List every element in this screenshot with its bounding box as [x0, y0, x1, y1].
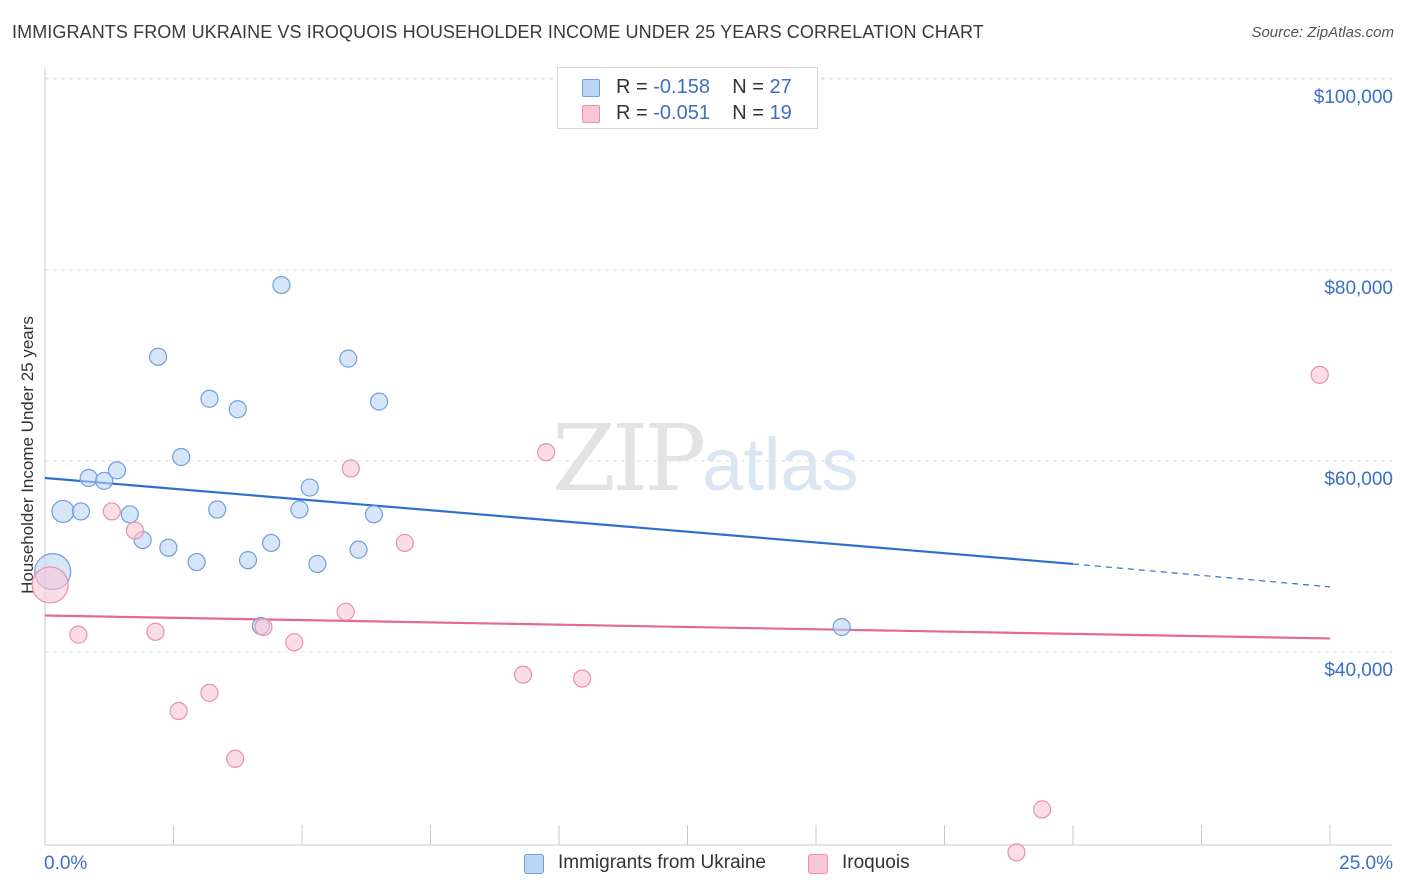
- point-ukraine-17: [262, 533, 281, 553]
- point-iroquois-6: [200, 683, 219, 702]
- point-iroquois-2: [102, 502, 121, 521]
- r-value: -0.051: [653, 102, 710, 124]
- point-iroquois-3: [125, 521, 145, 540]
- point-ukraine-1: [51, 499, 75, 524]
- point-ukraine-24: [364, 505, 384, 524]
- point-iroquois-8: [254, 617, 273, 637]
- point-iroquois-9: [285, 633, 304, 652]
- point-iroquois-5: [169, 701, 188, 721]
- point-iroquois-10: [336, 602, 355, 621]
- n-value: 19: [769, 102, 792, 124]
- point-iroquois-4: [146, 622, 165, 641]
- point-iroquois-11: [341, 459, 360, 478]
- point-ukraine-23: [349, 540, 368, 559]
- point-iroquois-17: [1033, 800, 1052, 819]
- r-label: R =: [616, 76, 648, 98]
- point-ukraine-13: [208, 500, 227, 519]
- source-label: Source: ZipAtlas.com: [1251, 24, 1394, 41]
- point-ukraine-11: [187, 552, 206, 572]
- point-ukraine-14: [228, 400, 247, 419]
- point-iroquois-18: [1310, 365, 1329, 384]
- point-iroquois-12: [395, 533, 414, 553]
- x-tick-label-max: 25.0%: [1339, 853, 1393, 874]
- n-value: 27: [769, 76, 792, 98]
- point-ukraine-20: [300, 478, 319, 497]
- point-iroquois-15: [573, 669, 592, 688]
- legend-label-ukraine: Immigrants from Ukraine: [558, 852, 766, 873]
- axes: [44, 68, 1392, 846]
- point-iroquois-0: [31, 566, 69, 604]
- point-ukraine-5: [107, 461, 127, 480]
- point-iroquois-1: [69, 625, 88, 644]
- tick-labels: $40,000 $60,000 $80,000 $100,000 0.0% 25.0%: [44, 87, 1393, 874]
- legend-label-iroquois: Iroquois: [842, 852, 910, 873]
- point-ukraine-10: [172, 447, 191, 467]
- r-value: -0.158: [653, 76, 710, 98]
- trend-line-ukraine-extension: [1072, 563, 1331, 588]
- data-points: [31, 275, 1329, 862]
- point-ukraine-26: [832, 617, 851, 637]
- point-iroquois-14: [537, 443, 556, 462]
- series-legend: Immigrants from Ukraine Iroquois: [0, 852, 1406, 878]
- point-ukraine-9: [159, 538, 178, 557]
- y-tick-label-3: $100,000: [1314, 87, 1393, 108]
- ukraine-swatch: [582, 79, 600, 97]
- point-iroquois-16: [1007, 843, 1026, 862]
- point-ukraine-22: [339, 349, 358, 368]
- trend-line-iroquois: [44, 614, 1331, 640]
- ukraine-legend-swatch: [524, 854, 544, 874]
- point-ukraine-6: [120, 505, 139, 524]
- chart-title: IMMIGRANTS FROM UKRAINE VS IROQUOIS HOUS…: [12, 22, 984, 42]
- point-ukraine-4: [95, 471, 114, 490]
- point-ukraine-8: [148, 347, 168, 366]
- y-tick-label-0: $40,000: [1324, 660, 1393, 681]
- point-ukraine-21: [308, 554, 327, 574]
- r-label: R =: [616, 102, 648, 124]
- y-tick-label-1: $60,000: [1324, 469, 1393, 490]
- iroquois-legend-swatch: [808, 854, 828, 874]
- point-ukraine-19: [290, 500, 309, 519]
- trend-lines: [44, 476, 1331, 640]
- n-label: N =: [732, 102, 764, 124]
- trend-line-ukraine: [44, 476, 1074, 566]
- point-ukraine-2: [71, 502, 91, 521]
- iroquois-swatch: [582, 105, 600, 123]
- y-tick-label-2: $80,000: [1324, 278, 1393, 299]
- point-ukraine-18: [272, 275, 291, 295]
- x-tick-label-min: 0.0%: [44, 853, 87, 874]
- point-ukraine-25: [370, 392, 389, 411]
- stats-legend: R = -0.158 N = 27 R = -0.051 N = 19: [557, 67, 818, 129]
- point-ukraine-3: [79, 468, 98, 488]
- n-label: N =: [732, 76, 764, 98]
- point-iroquois-7: [226, 749, 245, 768]
- point-iroquois-13: [513, 665, 533, 684]
- point-ukraine-15: [238, 551, 258, 570]
- point-ukraine-12: [200, 389, 219, 408]
